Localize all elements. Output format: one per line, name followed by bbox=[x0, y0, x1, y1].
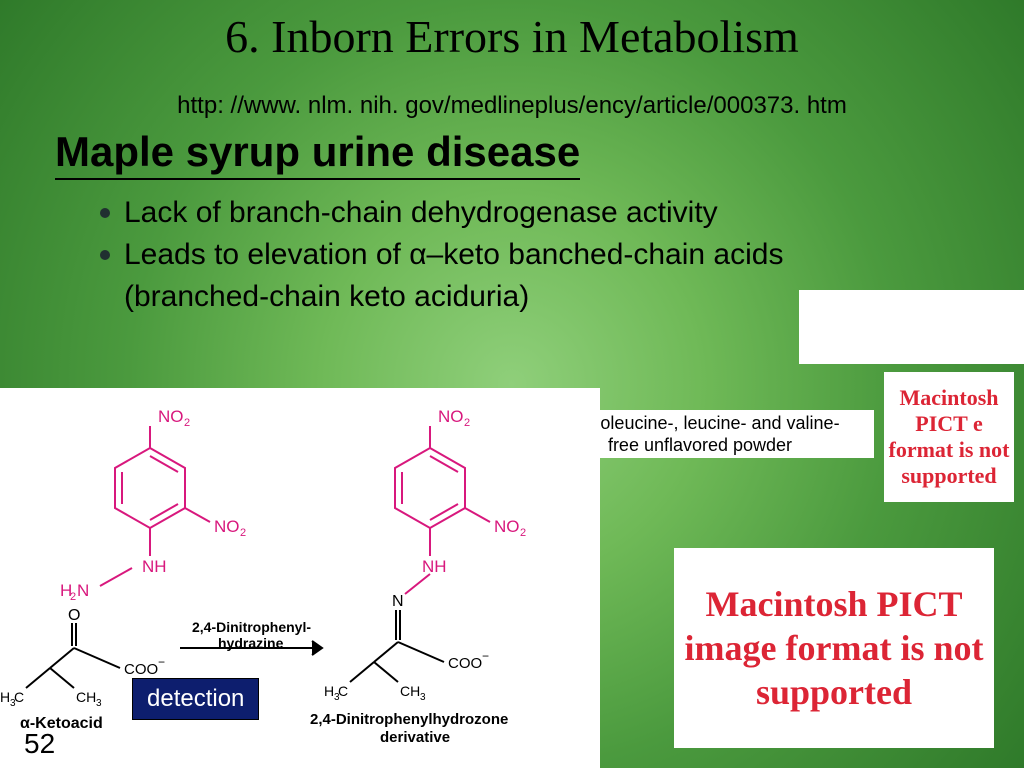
slide-number: 52 bbox=[24, 728, 55, 760]
pict-error-icon: Macintosh PICT e format is not supported bbox=[884, 372, 1014, 502]
pict-error-text: Macintosh PICT e format is not supported bbox=[884, 385, 1014, 489]
bullet-text: (branched-chain keto aciduria) bbox=[124, 276, 529, 318]
svg-text:derivative: derivative bbox=[380, 729, 450, 746]
list-item: Leads to elevation of α–keto banched-cha… bbox=[100, 234, 994, 276]
list-item: Lack of branch-chain dehydrogenase activ… bbox=[100, 192, 994, 234]
svg-text:O: O bbox=[68, 607, 80, 624]
svg-text:3: 3 bbox=[10, 698, 16, 709]
svg-text:3: 3 bbox=[96, 698, 102, 709]
svg-text:CH: CH bbox=[76, 689, 96, 705]
svg-text:−: − bbox=[158, 655, 165, 669]
svg-text:NH: NH bbox=[422, 557, 447, 576]
svg-text:2,4-Dinitrophenyl-: 2,4-Dinitrophenyl- bbox=[192, 619, 311, 635]
svg-text:2,4-Dinitrophenylhydrozone: 2,4-Dinitrophenylhydrozone bbox=[310, 711, 508, 728]
svg-text:2: 2 bbox=[464, 417, 470, 429]
svg-text:COO: COO bbox=[124, 661, 158, 678]
svg-text:NH: NH bbox=[142, 557, 167, 576]
svg-text:2: 2 bbox=[70, 591, 76, 603]
svg-text:NO: NO bbox=[438, 407, 464, 426]
svg-text:NO: NO bbox=[494, 517, 520, 536]
chem-svg: NO 2 NO 2 NH H N 2 O COO − H C bbox=[0, 388, 600, 768]
bullet-icon bbox=[100, 208, 110, 218]
svg-text:3: 3 bbox=[420, 692, 426, 703]
pict-error-icon: Macintosh PICT image format is not suppo… bbox=[674, 548, 994, 748]
svg-text:NO: NO bbox=[158, 407, 184, 426]
svg-text:2: 2 bbox=[240, 527, 246, 539]
svg-text:−: − bbox=[482, 649, 489, 663]
detection-label: detection bbox=[132, 678, 259, 720]
svg-text:2: 2 bbox=[520, 527, 526, 539]
caption-line: An isoleucine-, leucine- and valine- bbox=[560, 413, 839, 433]
caption-line: free unflavored powder bbox=[608, 435, 792, 455]
slide-url: http: //www. nlm. nih. gov/medlineplus/e… bbox=[0, 92, 1024, 120]
slide: 6. Inborn Errors in Metabolism http: //w… bbox=[0, 0, 1024, 768]
pict-error-text: Macintosh PICT image format is not suppo… bbox=[674, 582, 994, 714]
bullet-icon bbox=[100, 250, 110, 260]
svg-text:COO: COO bbox=[448, 655, 482, 672]
svg-text:NO: NO bbox=[214, 517, 240, 536]
svg-text:2: 2 bbox=[184, 417, 190, 429]
white-overlay bbox=[799, 290, 1024, 364]
svg-text:N: N bbox=[392, 593, 404, 610]
bullet-text: Leads to elevation of α–keto banched-cha… bbox=[124, 234, 783, 276]
bullet-text: Lack of branch-chain dehydrogenase activ… bbox=[124, 192, 718, 234]
chemistry-diagram: NO 2 NO 2 NH H N 2 O COO − H C bbox=[0, 388, 600, 768]
svg-text:3: 3 bbox=[334, 692, 340, 703]
svg-text:hydrazine: hydrazine bbox=[218, 635, 284, 651]
svg-text:CH: CH bbox=[400, 683, 420, 699]
slide-title: 6. Inborn Errors in Metabolism bbox=[0, 10, 1024, 63]
slide-subhead: Maple syrup urine disease bbox=[55, 128, 580, 180]
